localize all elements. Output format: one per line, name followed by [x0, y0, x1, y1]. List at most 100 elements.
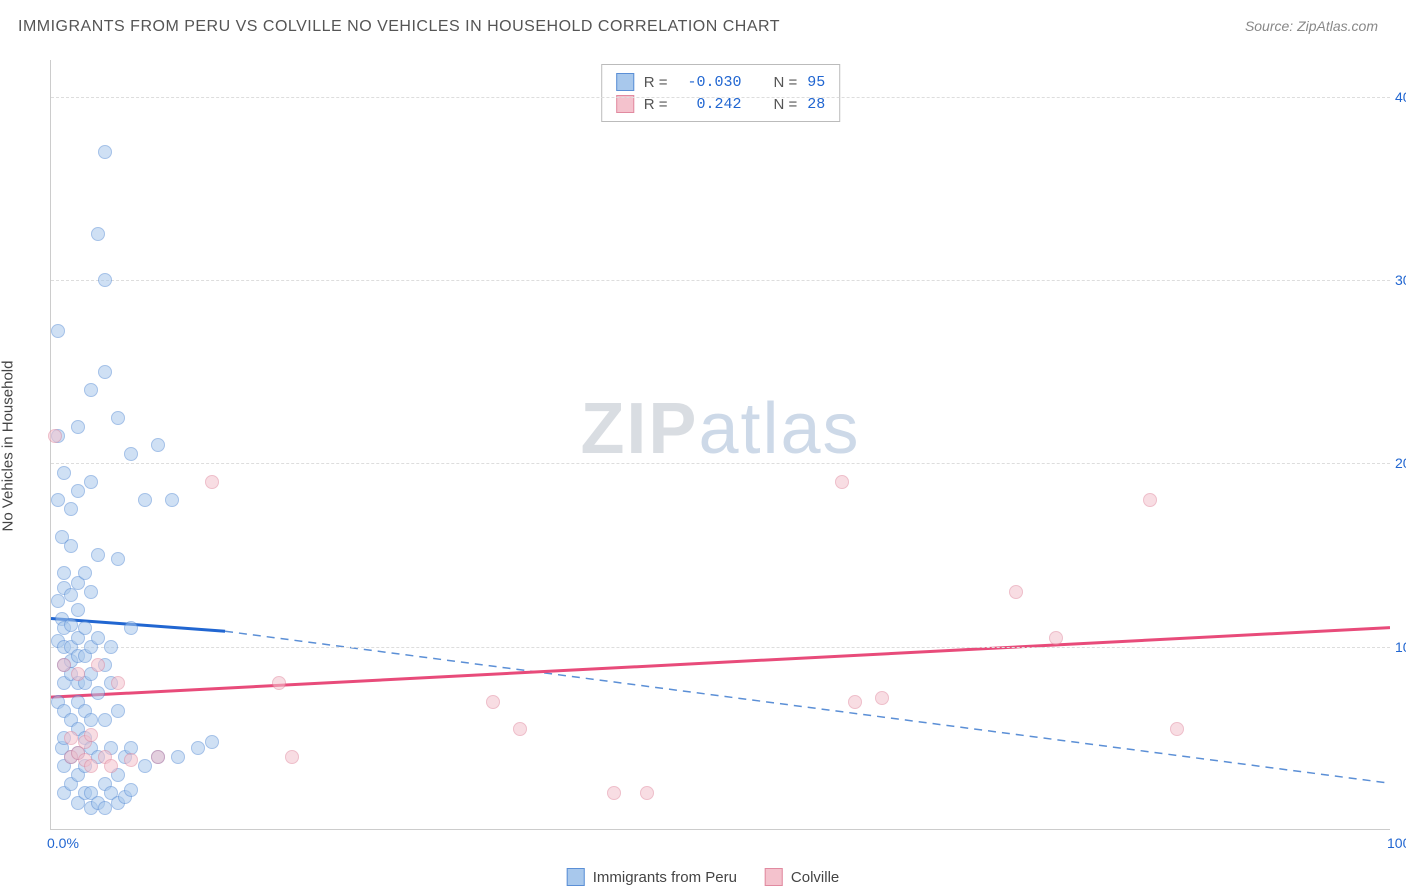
data-point — [64, 588, 78, 602]
n-label: N = — [773, 74, 797, 91]
data-point — [64, 502, 78, 516]
data-point — [78, 566, 92, 580]
data-point — [104, 640, 118, 654]
data-point — [98, 145, 112, 159]
data-point — [91, 658, 105, 672]
r-label: R = — [644, 74, 668, 91]
data-point — [111, 676, 125, 690]
data-point — [111, 704, 125, 718]
r-label: R = — [644, 96, 668, 113]
data-point — [91, 548, 105, 562]
data-point — [513, 722, 527, 736]
data-point — [835, 475, 849, 489]
gridline — [51, 647, 1390, 648]
data-point — [48, 429, 62, 443]
gridline — [51, 97, 1390, 98]
data-point — [84, 585, 98, 599]
data-point — [124, 621, 138, 635]
data-point — [1143, 493, 1157, 507]
r-value: 0.242 — [677, 96, 741, 113]
data-point — [64, 731, 78, 745]
x-tick-label: 100.0% — [1387, 835, 1406, 851]
data-point — [1170, 722, 1184, 736]
data-point — [84, 383, 98, 397]
data-point — [98, 365, 112, 379]
data-point — [205, 475, 219, 489]
data-point — [84, 728, 98, 742]
data-point — [607, 786, 621, 800]
y-tick-label: 10.0% — [1395, 639, 1406, 655]
trend-lines — [51, 60, 1390, 829]
data-point — [191, 741, 205, 755]
data-point — [91, 631, 105, 645]
data-point — [64, 539, 78, 553]
data-point — [57, 466, 71, 480]
data-point — [1049, 631, 1063, 645]
data-point — [124, 753, 138, 767]
watermark: ZIPatlas — [580, 388, 860, 470]
data-point — [285, 750, 299, 764]
data-point — [98, 273, 112, 287]
legend-item: Immigrants from Peru — [567, 868, 737, 886]
correlation-legend: R = -0.030 N = 95 R = 0.242 N = 28 — [601, 64, 841, 122]
data-point — [138, 493, 152, 507]
data-point — [272, 676, 286, 690]
n-value: 28 — [807, 96, 825, 113]
data-point — [84, 713, 98, 727]
legend-swatch — [616, 95, 634, 113]
n-label: N = — [773, 96, 797, 113]
legend-row: R = -0.030 N = 95 — [616, 71, 826, 93]
plot-area: ZIPatlas R =-0.030N =95R =0.242N =28 10.… — [50, 60, 1390, 830]
gridline — [51, 463, 1390, 464]
legend-swatch — [616, 73, 634, 91]
data-point — [57, 566, 71, 580]
legend-swatch — [765, 868, 783, 886]
y-tick-label: 40.0% — [1395, 89, 1406, 105]
data-point — [91, 686, 105, 700]
data-point — [1009, 585, 1023, 599]
data-point — [51, 493, 65, 507]
data-point — [51, 594, 65, 608]
data-point — [486, 695, 500, 709]
series-legend: Immigrants from Peru Colville — [567, 868, 840, 886]
n-value: 95 — [807, 74, 825, 91]
data-point — [98, 713, 112, 727]
chart-title: IMMIGRANTS FROM PERU VS COLVILLE NO VEHI… — [18, 18, 780, 36]
y-tick-label: 30.0% — [1395, 272, 1406, 288]
data-point — [205, 735, 219, 749]
data-point — [875, 691, 889, 705]
data-point — [111, 411, 125, 425]
data-point — [71, 603, 85, 617]
data-point — [84, 759, 98, 773]
data-point — [104, 759, 118, 773]
y-axis-label: No Vehicles in Household — [0, 361, 17, 532]
data-point — [138, 759, 152, 773]
data-point — [91, 227, 105, 241]
data-point — [84, 475, 98, 489]
data-point — [640, 786, 654, 800]
data-point — [848, 695, 862, 709]
legend-swatch — [567, 868, 585, 886]
data-point — [151, 438, 165, 452]
data-point — [64, 618, 78, 632]
legend-item: Colville — [765, 868, 839, 886]
chart-source: Source: ZipAtlas.com — [1245, 18, 1378, 34]
data-point — [98, 801, 112, 815]
legend-label: Colville — [791, 869, 839, 886]
data-point — [71, 667, 85, 681]
data-point — [51, 324, 65, 338]
data-point — [165, 493, 179, 507]
gridline — [51, 280, 1390, 281]
r-value: -0.030 — [677, 74, 741, 91]
data-point — [111, 552, 125, 566]
data-point — [78, 621, 92, 635]
data-point — [151, 750, 165, 764]
y-tick-label: 20.0% — [1395, 455, 1406, 471]
data-point — [124, 783, 138, 797]
data-point — [124, 447, 138, 461]
x-tick-label: 0.0% — [47, 835, 79, 851]
data-point — [71, 420, 85, 434]
data-point — [171, 750, 185, 764]
data-point — [71, 484, 85, 498]
data-point — [57, 658, 71, 672]
